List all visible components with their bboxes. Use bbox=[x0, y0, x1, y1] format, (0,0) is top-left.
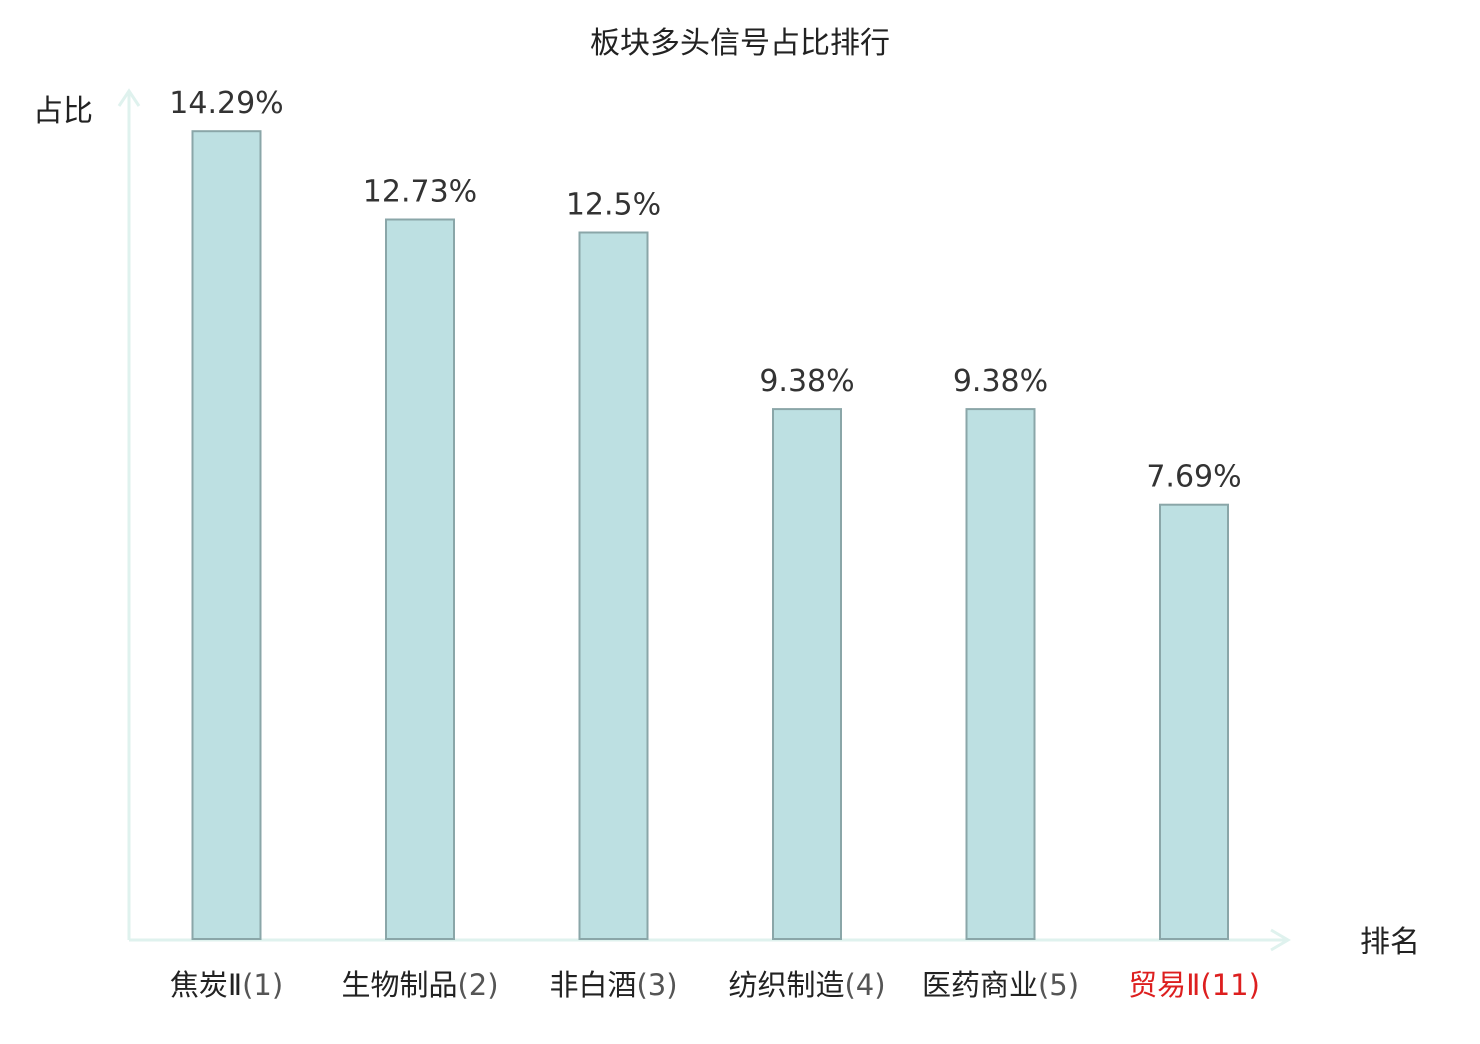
bar-3 bbox=[578, 231, 649, 940]
bar-value-label-2: 12.73% bbox=[363, 175, 477, 210]
bar-1 bbox=[191, 130, 262, 940]
category-rank-1: (1) bbox=[242, 968, 283, 1002]
category-rank-4: (4) bbox=[844, 968, 885, 1002]
category-rank-6: (11) bbox=[1200, 968, 1260, 1002]
x-tick-label-6: 贸易Ⅱ(11) bbox=[1128, 968, 1260, 1002]
bar-value-label-3: 12.5% bbox=[566, 188, 661, 223]
category-rank-2: (2) bbox=[457, 968, 498, 1002]
x-tick-label-5: 医药商业(5) bbox=[922, 968, 1079, 1002]
x-axis-arrow bbox=[1270, 928, 1291, 952]
x-tick-label-3: 非白酒(3) bbox=[549, 968, 677, 1002]
x-tick-label-4: 纺织制造(4) bbox=[728, 968, 885, 1002]
bar-value-label-1: 14.29% bbox=[169, 86, 283, 121]
category-rank-3: (3) bbox=[636, 968, 677, 1002]
chart-title: 板块多头信号占比排行 bbox=[590, 26, 890, 61]
category-name-3: 非白酒 bbox=[549, 968, 636, 1002]
category-name-2: 生物制品 bbox=[341, 968, 457, 1002]
y-axis-label: 占比 bbox=[33, 94, 93, 129]
category-name-6: 贸易Ⅱ bbox=[1128, 968, 1200, 1002]
category-name-4: 纺织制造 bbox=[728, 968, 844, 1002]
category-name-5: 医药商业 bbox=[922, 968, 1038, 1002]
bar-2 bbox=[385, 218, 455, 940]
bar-value-label-4: 9.38% bbox=[759, 364, 854, 399]
category-name-1: 焦炭Ⅱ bbox=[170, 968, 242, 1002]
x-tick-label-1: 焦炭Ⅱ(1) bbox=[170, 968, 283, 1002]
y-axis-arrow bbox=[117, 88, 141, 107]
x-axis-label: 排名 bbox=[1360, 925, 1420, 960]
bar-6 bbox=[1159, 503, 1229, 940]
bar-value-label-5: 9.38% bbox=[953, 364, 1048, 399]
bar-value-label-6: 7.69% bbox=[1146, 460, 1241, 495]
category-rank-5: (5) bbox=[1038, 968, 1079, 1002]
x-tick-label-2: 生物制品(2) bbox=[341, 968, 498, 1002]
bars-group: 14.29% 焦炭Ⅱ(1) 12.73% 生物制品(2) 12.5% 非白酒(3) 9.38… bbox=[169, 86, 1260, 1002]
bar-5 bbox=[965, 408, 1036, 941]
bar-4 bbox=[772, 408, 842, 941]
